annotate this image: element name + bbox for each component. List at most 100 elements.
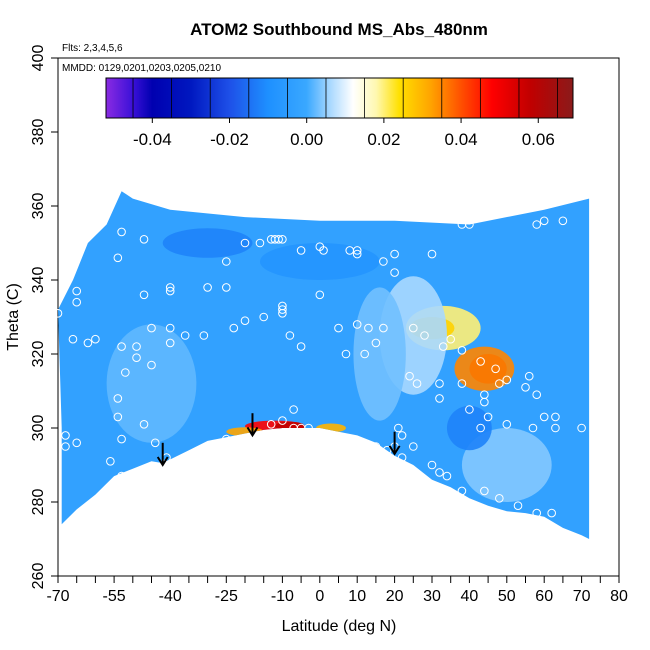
x-tick-label: 80 <box>610 588 628 605</box>
observation-point <box>278 416 287 425</box>
observation-point <box>532 508 542 518</box>
observation-point <box>135 479 145 488</box>
observation-point <box>491 364 500 374</box>
observation-point <box>278 301 287 311</box>
x-axis-label: Latitude (deg N) <box>282 618 397 635</box>
x-tick-label: -55 <box>103 588 126 605</box>
observation-point <box>180 331 190 340</box>
observation-point <box>259 312 269 322</box>
observation-point <box>476 423 485 433</box>
observation-point <box>457 486 467 496</box>
observation-point <box>427 460 437 470</box>
observation-point <box>121 368 130 377</box>
observation-point <box>532 390 542 400</box>
observation-point <box>222 283 231 292</box>
observation-point <box>371 338 381 348</box>
observation-point <box>435 468 444 477</box>
observation-point <box>240 238 250 248</box>
observation-point <box>360 349 369 359</box>
observation-point <box>117 342 126 351</box>
observation-point <box>480 397 489 407</box>
x-tick-label: 10 <box>348 588 366 605</box>
observation-point <box>132 353 141 363</box>
observation-point <box>379 323 388 333</box>
observation-point <box>390 249 399 259</box>
observation-point <box>551 412 560 422</box>
observation-point <box>420 331 429 340</box>
y-axis: 260 280 300 320 340 360 380 400 <box>30 45 58 590</box>
observation-point <box>139 235 149 244</box>
observation-point <box>577 423 586 433</box>
x-tick-label: 60 <box>535 588 553 605</box>
observation-point <box>132 342 141 351</box>
observation-point <box>352 249 362 259</box>
observation-point <box>319 246 328 255</box>
observation-point <box>113 412 123 422</box>
x-tick-label: 70 <box>573 588 591 605</box>
observation-point <box>117 227 126 237</box>
observation-point <box>558 216 568 226</box>
colorbar-frame <box>105 77 574 119</box>
observation-point <box>465 405 474 414</box>
observation-point <box>61 442 70 451</box>
observation-point <box>495 379 504 388</box>
observation-point <box>296 246 306 255</box>
observation-point <box>91 334 100 344</box>
observation-point <box>184 453 194 462</box>
field-feature <box>162 228 253 258</box>
observation-point <box>539 412 549 422</box>
observation-point <box>106 457 115 466</box>
y-tick-label: 300 <box>30 415 47 442</box>
observation-point <box>390 268 399 277</box>
observation-point <box>113 394 123 403</box>
y-tick-label: 260 <box>30 563 47 590</box>
observation-point <box>285 331 295 340</box>
observation-point <box>165 286 175 296</box>
field-feature <box>106 324 197 443</box>
colorbar-tick-label: 0.04 <box>445 130 478 149</box>
x-tick-label: 0 <box>315 588 324 605</box>
observation-point <box>274 235 283 244</box>
observation-point <box>480 486 489 496</box>
observation-point <box>442 471 452 481</box>
field-feature <box>461 428 552 502</box>
observation-point <box>446 334 456 344</box>
observation-point <box>465 220 474 229</box>
observation-point <box>341 349 351 359</box>
colorbar-tick-label: 0.06 <box>522 130 555 149</box>
observation-point <box>147 360 156 370</box>
flights-annotation: Flts: 2,3,4,5,6 <box>62 43 123 54</box>
observation-point <box>278 235 287 244</box>
observation-point <box>551 423 560 433</box>
observation-point <box>483 412 493 422</box>
observation-point <box>240 316 250 326</box>
observation-point <box>397 431 407 440</box>
colorbar-tick-label: 0.00 <box>290 130 323 149</box>
observation-point <box>109 479 119 488</box>
arrow-markers <box>156 413 401 467</box>
field-feature <box>446 405 492 451</box>
field-feature <box>353 287 406 421</box>
colorbar-tick-label: 0.02 <box>367 130 400 149</box>
observation-point <box>72 438 81 448</box>
observation-point <box>457 379 467 388</box>
observation-point <box>150 438 160 448</box>
colorbar-gradient <box>106 78 573 118</box>
arrow-marker <box>156 442 169 467</box>
arrow-marker <box>388 431 401 456</box>
x-tick-label: -40 <box>159 588 182 605</box>
observation-point <box>165 323 175 333</box>
colorbar-tick-labels: -0.04 -0.02 0.00 0.02 0.04 0.06 <box>133 130 555 149</box>
observation-point <box>352 246 362 255</box>
observation-point <box>502 420 512 429</box>
observation-points <box>53 216 586 518</box>
y-axis-label: Theta (C) <box>5 283 22 351</box>
observation-point <box>304 423 313 433</box>
observation-point <box>394 423 403 433</box>
colorbar-tick-label: -0.02 <box>210 130 249 149</box>
observation-point <box>435 379 444 388</box>
observation-point <box>495 494 504 503</box>
observation-point <box>532 220 542 229</box>
y-tick-label: 360 <box>30 193 47 220</box>
